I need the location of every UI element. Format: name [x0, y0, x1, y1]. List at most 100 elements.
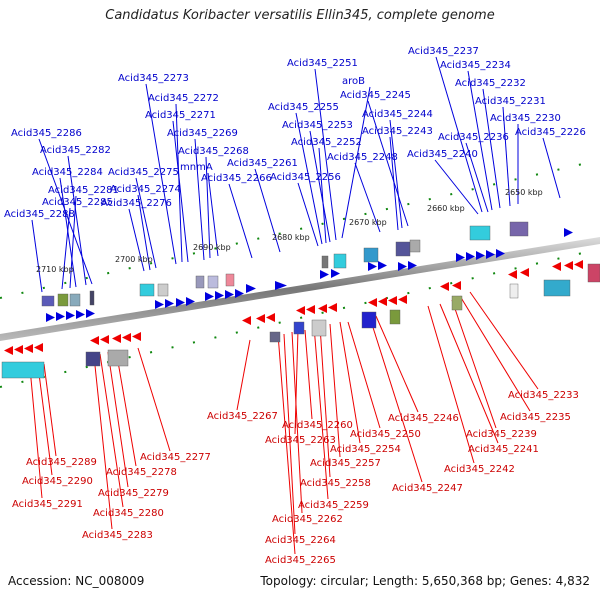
gene-arrow-forward[interactable] — [496, 249, 505, 258]
gene-arrow-reverse[interactable] — [398, 295, 407, 304]
gene-label-forward[interactable]: Acid345_2234 — [440, 60, 511, 71]
gene-label-forward[interactable]: Acid345_2285 — [42, 197, 113, 208]
gene-label-reverse[interactable]: Acid345_2262 — [272, 514, 343, 525]
gene-feature-block[interactable] — [509, 283, 519, 299]
gene-label-reverse[interactable]: Acid345_2235 — [500, 412, 571, 423]
gene-arrow-forward[interactable] — [155, 300, 164, 309]
gene-label-forward[interactable]: Acid345_2252 — [291, 137, 362, 148]
gene-arrow-reverse[interactable] — [378, 297, 387, 306]
gene-arrow-reverse[interactable] — [100, 335, 109, 344]
gene-label-forward[interactable]: Acid345_2255 — [268, 102, 339, 113]
gene-label-reverse[interactable]: Acid345_2260 — [282, 420, 353, 431]
gene-label-forward[interactable]: Acid345_2248 — [327, 152, 398, 163]
gene-label-reverse[interactable]: Acid345_2247 — [392, 483, 463, 494]
gene-label-reverse[interactable]: Acid345_2242 — [444, 464, 515, 475]
gene-arrow-forward[interactable] — [476, 251, 485, 260]
gene-label-forward[interactable]: Acid345_2236 — [438, 132, 509, 143]
gene-label-forward[interactable]: Acid345_2269 — [167, 128, 238, 139]
gene-feature-block[interactable] — [543, 279, 571, 297]
gene-arrow-reverse[interactable] — [242, 316, 251, 325]
gene-arrow-reverse[interactable] — [4, 346, 13, 355]
gene-arrow-reverse[interactable] — [112, 334, 121, 343]
gene-label-reverse[interactable]: Acid345_2267 — [207, 411, 278, 422]
gene-label-reverse[interactable]: Acid345_2289 — [26, 457, 97, 468]
gene-label-reverse[interactable]: Acid345_2258 — [300, 478, 371, 489]
gene-feature-block[interactable] — [157, 283, 169, 297]
gene-label-forward[interactable]: Acid345_2243 — [362, 126, 433, 137]
gene-arrow-forward[interactable] — [331, 269, 340, 278]
gene-feature-block[interactable] — [361, 311, 377, 329]
gene-label-forward[interactable]: Acid345_2253 — [282, 120, 353, 131]
gene-arrow-forward[interactable] — [378, 261, 387, 270]
gene-label-forward[interactable]: aroB — [342, 76, 365, 87]
gene-feature-block[interactable] — [69, 293, 81, 307]
gene-arrow-forward[interactable] — [205, 292, 214, 301]
gene-label-reverse[interactable]: Acid345_2278 — [106, 467, 177, 478]
gene-arrow-forward[interactable] — [186, 297, 195, 306]
gene-arrow-forward[interactable] — [320, 270, 329, 279]
gene-feature-block[interactable] — [389, 309, 401, 325]
gene-arrow-forward[interactable] — [215, 291, 224, 300]
gene-arrow-reverse[interactable] — [24, 344, 33, 353]
gene-arrow-reverse[interactable] — [552, 262, 561, 271]
gene-label-reverse[interactable]: Acid345_2257 — [310, 458, 381, 469]
gene-arrow-reverse[interactable] — [440, 282, 449, 291]
gene-feature-block[interactable] — [41, 295, 55, 307]
gene-arrow-reverse[interactable] — [132, 332, 141, 341]
gene-label-forward[interactable]: Acid345_2244 — [362, 109, 433, 120]
gene-arrow-forward[interactable] — [275, 281, 287, 290]
gene-feature-block[interactable] — [85, 351, 101, 367]
gene-arrow-forward[interactable] — [466, 252, 475, 261]
gene-arrow-forward[interactable] — [486, 250, 495, 259]
gene-label-forward[interactable]: Acid345_2226 — [515, 127, 586, 138]
gene-arrow-forward[interactable] — [564, 228, 573, 237]
gene-arrow-reverse[interactable] — [388, 296, 397, 305]
gene-label-reverse[interactable]: Acid345_2254 — [330, 444, 401, 455]
gene-feature-block[interactable] — [587, 263, 600, 283]
gene-feature-block[interactable] — [311, 319, 327, 337]
gene-label-reverse[interactable]: Acid345_2233 — [508, 390, 579, 401]
gene-label-reverse[interactable]: Acid345_2259 — [298, 500, 369, 511]
gene-arrow-reverse[interactable] — [508, 270, 517, 279]
gene-label-forward[interactable]: Acid345_2268 — [178, 146, 249, 157]
gene-arrow-forward[interactable] — [456, 253, 465, 262]
gene-arrow-reverse[interactable] — [520, 268, 529, 277]
gene-label-forward[interactable]: Acid345_2275 — [108, 167, 179, 178]
gene-feature-block[interactable] — [207, 275, 219, 289]
gene-feature-block[interactable] — [409, 239, 421, 253]
gene-label-reverse[interactable]: Acid345_2241 — [468, 444, 539, 455]
gene-arrow-reverse[interactable] — [318, 304, 327, 313]
gene-label-forward[interactable]: Acid345_2256 — [270, 172, 341, 183]
gene-feature-block[interactable] — [89, 290, 95, 306]
gene-arrow-forward[interactable] — [46, 313, 55, 322]
gene-label-forward[interactable]: Acid345_2261 — [227, 158, 298, 169]
gene-arrow-forward[interactable] — [165, 299, 174, 308]
gene-label-reverse[interactable]: Acid345_2263 — [265, 435, 336, 446]
gene-arrow-reverse[interactable] — [564, 261, 573, 270]
gene-arrow-reverse[interactable] — [296, 306, 305, 315]
gene-label-reverse[interactable]: Acid345_2265 — [265, 555, 336, 566]
gene-arrow-forward[interactable] — [76, 310, 85, 319]
gene-label-forward[interactable]: Acid345_2274 — [110, 184, 181, 195]
gene-arrow-forward[interactable] — [176, 298, 185, 307]
gene-feature-block[interactable] — [451, 295, 463, 311]
gene-arrow-forward[interactable] — [235, 289, 244, 298]
gene-feature-block[interactable] — [107, 349, 129, 367]
gene-feature-block[interactable] — [469, 225, 491, 241]
gene-label-forward[interactable]: Acid345_2240 — [407, 149, 478, 160]
gene-arrow-forward[interactable] — [398, 262, 407, 271]
gene-label-reverse[interactable]: Acid345_2277 — [140, 452, 211, 463]
gene-label-forward[interactable]: Acid345_2271 — [145, 110, 216, 121]
gene-feature-block[interactable] — [321, 255, 329, 269]
gene-label-forward[interactable]: Acid345_2232 — [455, 78, 526, 89]
gene-label-forward[interactable]: Acid345_2273 — [118, 73, 189, 84]
gene-label-reverse[interactable]: Acid345_2250 — [350, 429, 421, 440]
gene-label-forward[interactable]: Acid345_2286 — [11, 128, 82, 139]
gene-label-reverse[interactable]: Acid345_2246 — [388, 413, 459, 424]
gene-arrow-reverse[interactable] — [266, 313, 275, 322]
gene-arrow-forward[interactable] — [66, 311, 75, 320]
gene-label-forward[interactable]: Acid345_2245 — [340, 90, 411, 101]
gene-feature-block[interactable] — [333, 253, 347, 269]
gene-feature-block[interactable] — [195, 275, 205, 289]
gene-label-forward[interactable]: Acid345_2231 — [475, 96, 546, 107]
